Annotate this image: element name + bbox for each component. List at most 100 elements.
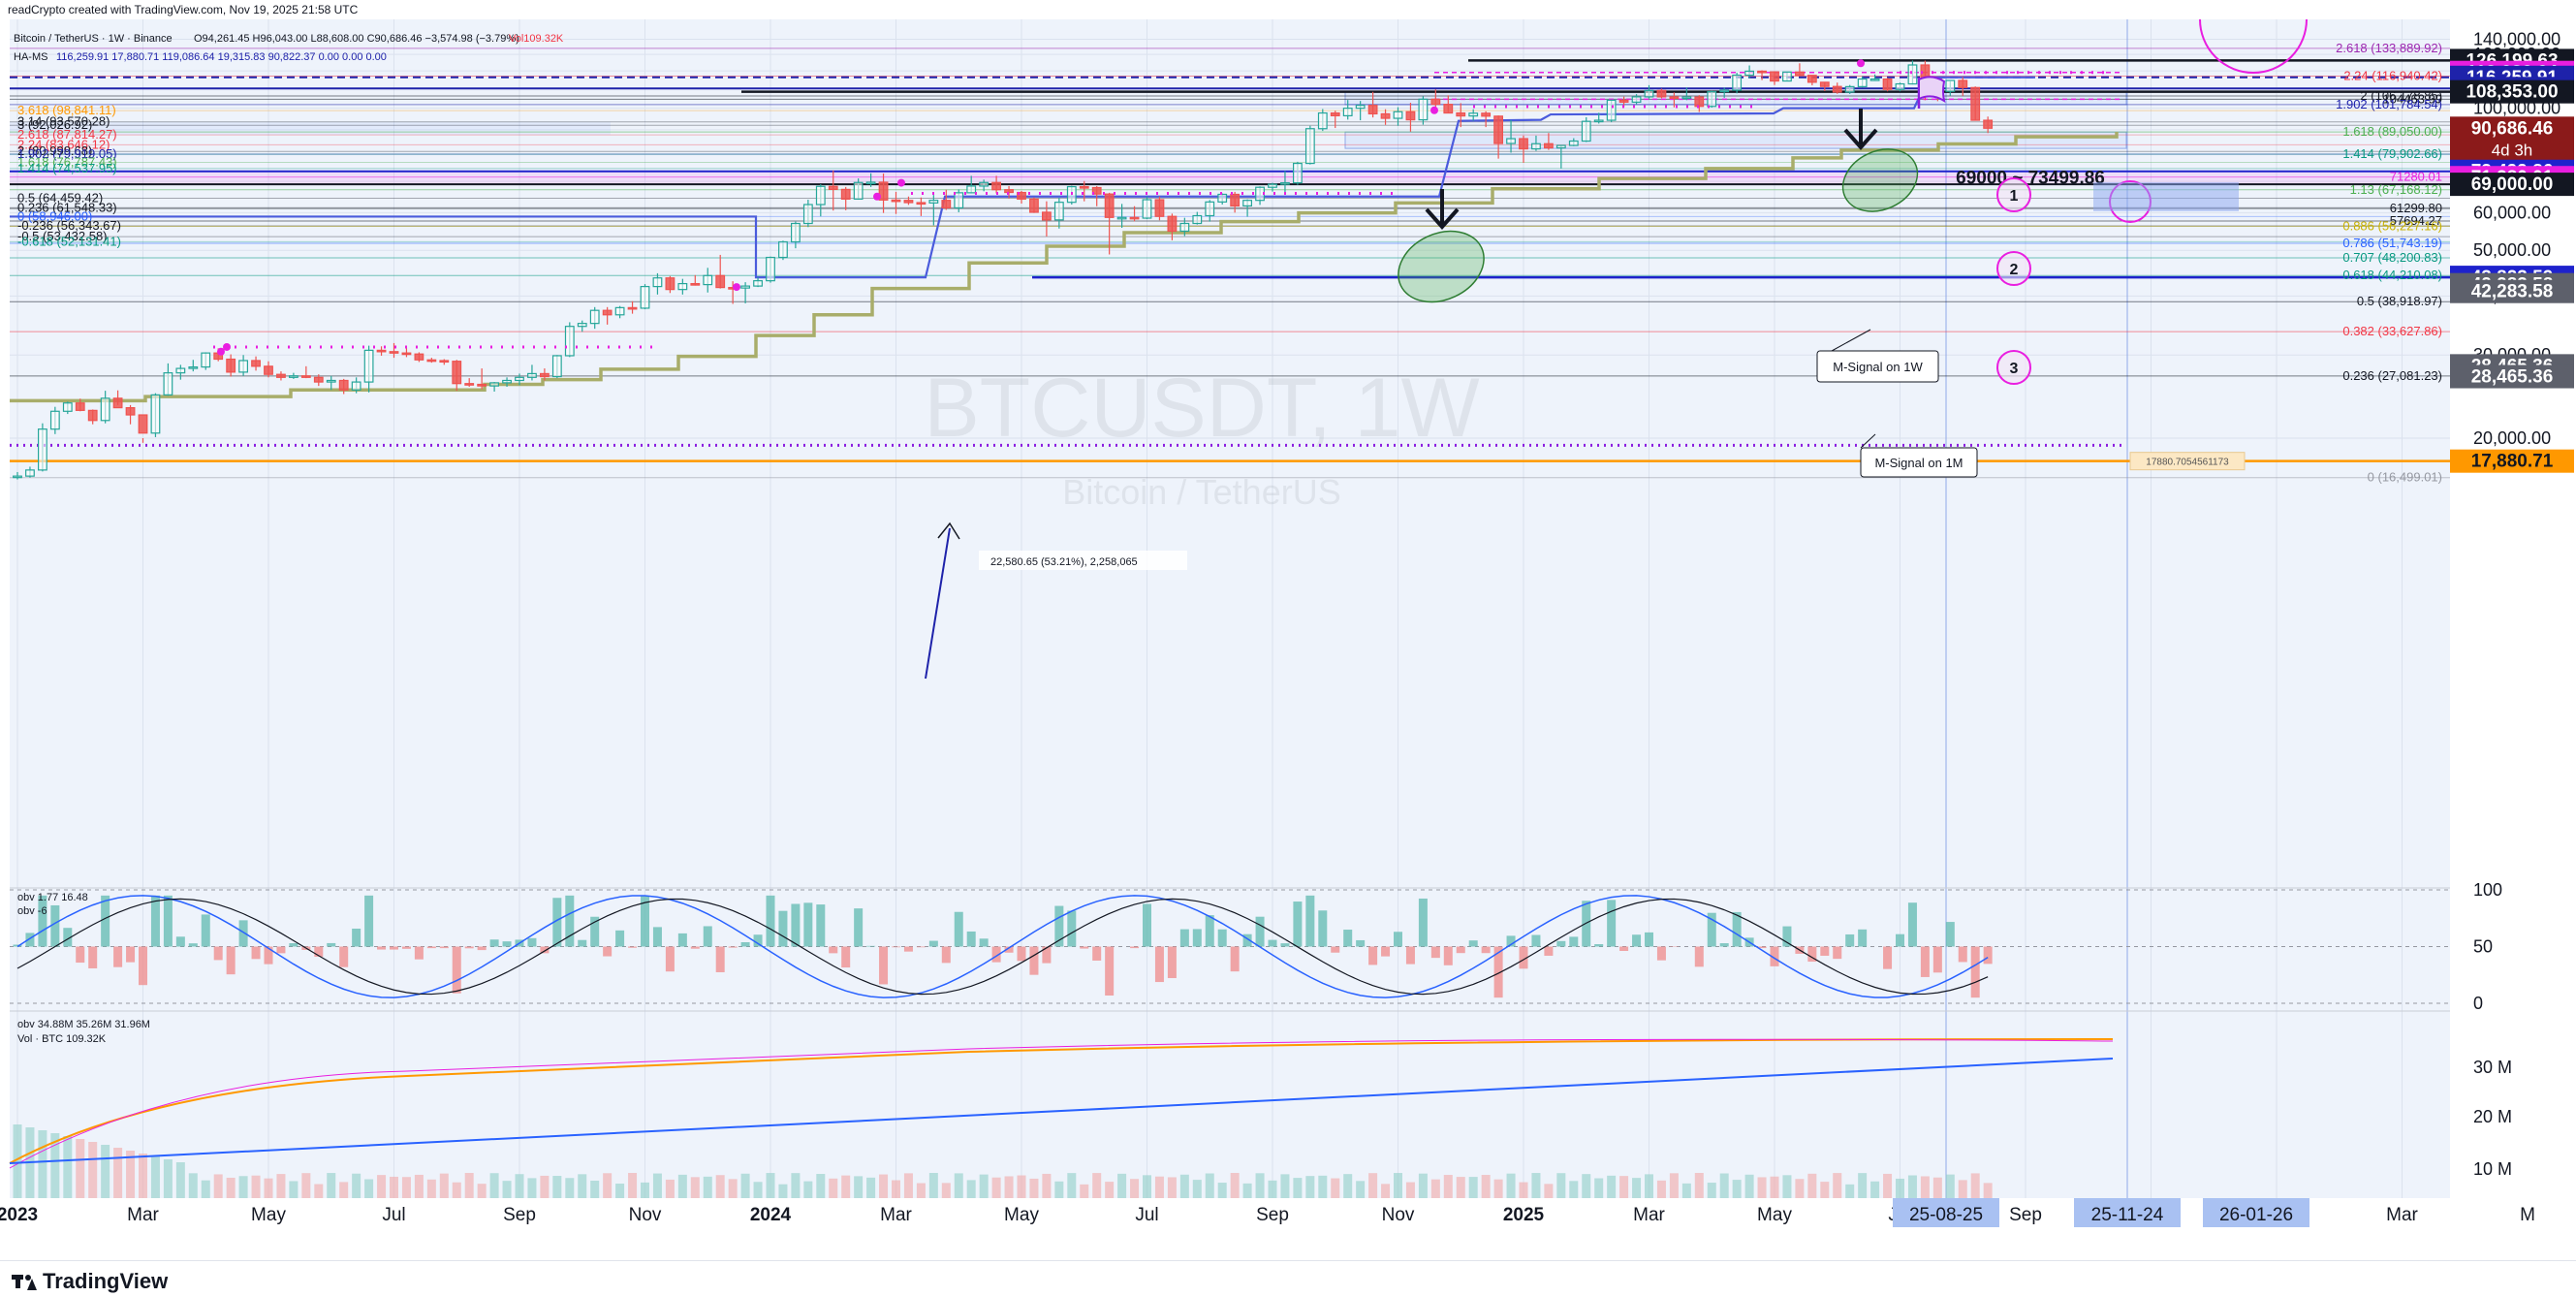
volume-bar: [716, 1175, 725, 1202]
price-badge: 108,353.00: [2466, 82, 2558, 103]
tradingview-logo[interactable]: TradingView: [12, 1269, 168, 1294]
candle-body: [478, 385, 487, 387]
signal-dot: [873, 193, 881, 201]
obv-bar: [653, 927, 662, 946]
obv-bar: [1933, 947, 1942, 973]
candle-body: [1695, 97, 1704, 107]
volume-bar: [490, 1173, 499, 1202]
price-axis[interactable]: 140,000.00130,000.00120,000.00110,000.00…: [2450, 19, 2576, 1221]
candle-body: [1218, 194, 1227, 202]
obv-bar: [678, 933, 687, 947]
volume-bar: [1670, 1173, 1679, 1202]
obv-bar: [1029, 947, 1038, 975]
obv-bar: [729, 947, 738, 948]
candle-body: [1833, 86, 1841, 92]
legend-ohlc: O94,261.45 H96,043.00 L88,608.00 C90,686…: [194, 33, 519, 45]
wave-label: 2: [2010, 262, 2019, 278]
measure-label: 22,580.65 (53.21%), 2,258,065: [990, 556, 1138, 568]
candle-body: [1055, 203, 1064, 220]
volume-bar: [578, 1174, 586, 1202]
candle-body: [603, 310, 612, 315]
obv-bar: [741, 942, 750, 947]
volume-bar: [139, 1154, 147, 1202]
volume-bar: [101, 1145, 110, 1202]
obv-bar: [829, 947, 837, 954]
volume-bar: [540, 1176, 549, 1202]
fib-label: 1.414 (79,902.66): [2342, 146, 2442, 161]
candle-body: [1457, 113, 1465, 116]
candle-body: [1331, 113, 1339, 116]
obv-bar: [1406, 947, 1415, 965]
m-signal-1w-label: M-Signal on 1W: [1833, 360, 1923, 374]
candle-body: [327, 380, 335, 382]
candle-body: [1281, 183, 1290, 185]
obv-bar: [1381, 947, 1390, 957]
volume-bar: [176, 1162, 185, 1202]
volume-bar: [301, 1173, 310, 1202]
candle-body: [1845, 86, 1854, 92]
obv-legend-2: obv -6: [17, 905, 47, 917]
price-badge: 42,283.58: [2471, 282, 2554, 302]
candle-body: [1368, 106, 1377, 114]
zone-box: [1345, 92, 2126, 105]
obv-bar: [1607, 900, 1616, 946]
volume-bar: [113, 1148, 122, 1202]
obv-bar: [1206, 915, 1214, 946]
candle-body: [1908, 65, 1917, 84]
obv-bar: [1180, 930, 1189, 947]
obv-bar: [1092, 947, 1101, 961]
candle-body: [390, 352, 398, 354]
vol-legend-2: Vol · BTC 109.32K: [17, 1033, 107, 1045]
candle-body: [1356, 106, 1365, 109]
volume-bar: [1256, 1173, 1265, 1202]
obv-bar: [339, 947, 348, 967]
time-highlight: 26-01-26: [2219, 1205, 2293, 1225]
candle-body: [377, 350, 386, 352]
candle-body: [302, 376, 311, 378]
signal-dot: [1430, 107, 1438, 114]
volume-bar: [327, 1173, 335, 1202]
candle-body: [716, 275, 725, 287]
obv-bar: [252, 947, 261, 960]
obv-bar: [1394, 932, 1402, 946]
obv-bar: [1155, 947, 1164, 983]
candle-body: [1419, 99, 1428, 119]
volume-bar: [980, 1175, 989, 1202]
obv-bar: [666, 947, 675, 972]
time-tick: May: [1004, 1205, 1039, 1225]
candle-body: [678, 284, 687, 290]
price-badge-countdown: 4d 3h: [2492, 141, 2533, 159]
candle-body: [917, 203, 926, 205]
volume-bar: [1143, 1175, 1151, 1202]
volume-bar: [1067, 1173, 1076, 1202]
candle-body: [189, 367, 198, 369]
obv-bar: [1231, 947, 1240, 972]
obv-bar: [1531, 935, 1540, 947]
time-tick: 2025: [1503, 1205, 1545, 1225]
obv-bar: [1544, 947, 1553, 956]
candle-body: [992, 182, 1001, 189]
candle-body: [1343, 109, 1352, 116]
volume-bar: [741, 1174, 750, 1202]
time-tick: Nov: [629, 1205, 662, 1225]
candle-body: [779, 242, 788, 258]
candle-body: [1180, 224, 1189, 232]
volume-bar: [252, 1176, 261, 1202]
volume-bar: [1507, 1174, 1516, 1202]
candle-body: [1896, 84, 1904, 90]
time-highlight: 25-11-24: [2091, 1205, 2164, 1225]
footer: TradingView: [0, 1260, 2576, 1297]
chart-canvas[interactable]: BTCUSDT, 1W Bitcoin / TetherUS 2.618 (13…: [0, 0, 2576, 1260]
obv-bar: [164, 896, 173, 947]
obv-bar: [88, 947, 97, 968]
obv-bar: [1280, 943, 1289, 946]
candle-body: [1745, 71, 1754, 75]
fib-label: 2.24 (116,940.42): [2343, 69, 2442, 83]
obv-bar: [917, 947, 926, 948]
obv-bar: [1256, 917, 1265, 947]
obv-bar: [803, 902, 812, 946]
obv-bar: [942, 947, 951, 964]
obv-bar: [955, 912, 963, 947]
volume-bar: [1745, 1175, 1754, 1202]
